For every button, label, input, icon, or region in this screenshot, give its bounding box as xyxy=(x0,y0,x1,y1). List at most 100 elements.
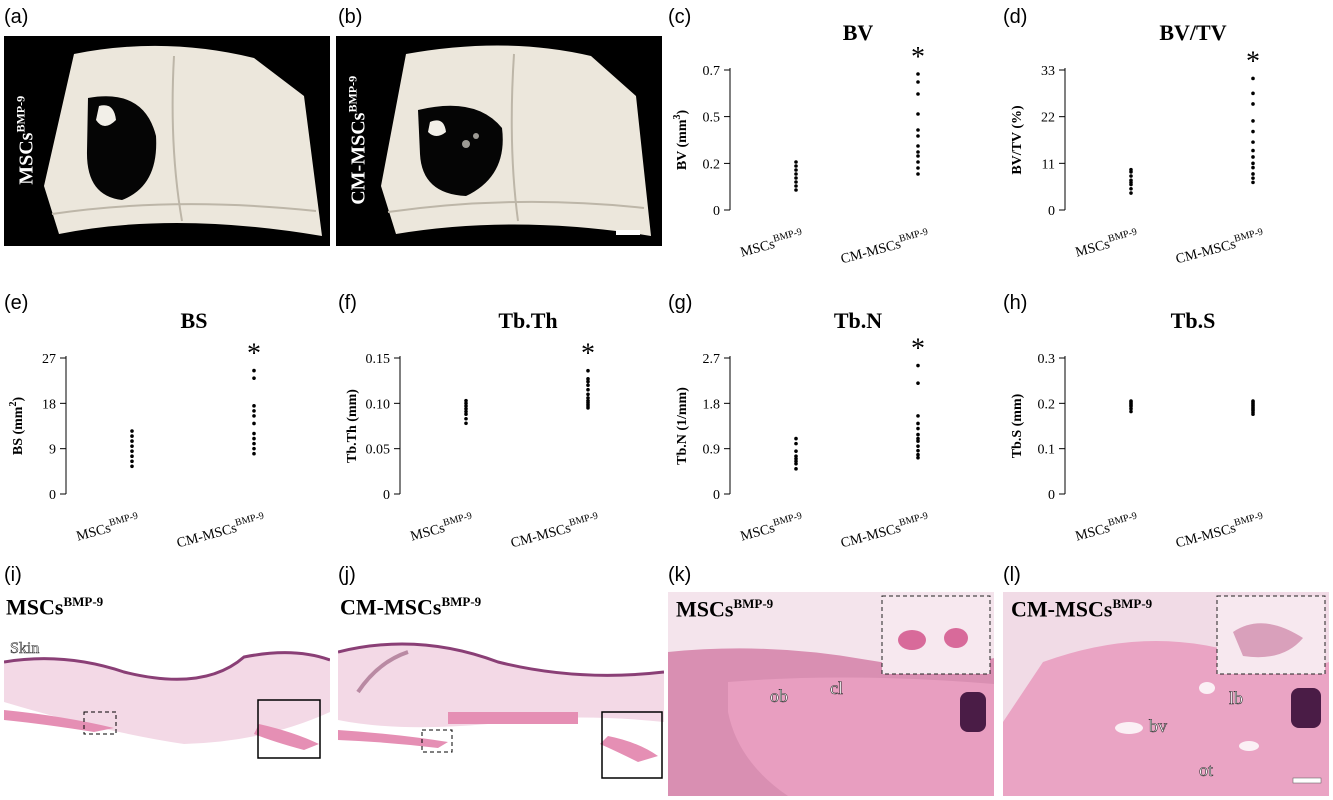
histology-l-title: CM-MSCsBMP-9 xyxy=(1011,596,1153,622)
y-tick-label: 0.05 xyxy=(366,443,391,458)
data-point xyxy=(130,464,134,469)
data-point xyxy=(1251,180,1255,185)
y-tick-label: 11 xyxy=(1042,157,1055,172)
y-tick-label: 18 xyxy=(42,397,56,412)
chart-bv-tv: BV/TV 0 11 22 33 BV/TV (%) MSCsBMP-9 CM-MSCsBMP… xyxy=(1010,20,1264,267)
data-point xyxy=(1129,174,1133,178)
data-point xyxy=(252,404,256,408)
x-category-label: CM-MSCsBMP-9 xyxy=(1174,510,1266,551)
data-point xyxy=(916,381,920,385)
data-point xyxy=(916,92,920,96)
data-point xyxy=(794,454,798,459)
data-point xyxy=(130,439,134,443)
significance-marker: * xyxy=(911,334,925,365)
data-point xyxy=(586,379,590,384)
data-point xyxy=(916,160,920,164)
data-point xyxy=(130,429,134,433)
photo-a-label: MSCsBMP-9 xyxy=(13,95,38,185)
data-point xyxy=(464,416,468,421)
annotation-lb: lb xyxy=(1229,688,1244,709)
y-axis-label: Tb.N (1/mm) xyxy=(675,387,690,465)
data-point xyxy=(1251,76,1255,81)
data-point xyxy=(794,436,798,441)
y-axis-label: BV/TV (%) xyxy=(1010,105,1025,175)
y-axis-label: BV (mm3) xyxy=(672,109,690,170)
data-point xyxy=(464,404,468,408)
x-category-label: CM-MSCsBMP-9 xyxy=(509,510,601,551)
data-point xyxy=(916,72,920,76)
annotation-cl: cl xyxy=(830,678,844,699)
significance-marker: * xyxy=(1246,46,1260,77)
significance-marker: * xyxy=(247,339,261,370)
data-point xyxy=(794,467,798,471)
y-axis-label: Tb.S (mm) xyxy=(1010,393,1025,458)
data-point xyxy=(464,398,468,403)
panel-label-c: (c) xyxy=(668,6,692,28)
data-point xyxy=(586,387,590,392)
data-point xyxy=(1129,178,1133,183)
data-point xyxy=(1129,409,1133,414)
data-point xyxy=(586,398,590,403)
histology-image-l: CM-MSCsBMP-9 lb bv ot xyxy=(1003,592,1329,796)
y-axis-label: Tb.Th (mm) xyxy=(345,389,360,463)
y-tick-label: 0.5 xyxy=(703,111,721,126)
panel-label-f: (f) xyxy=(338,292,357,314)
y-tick-label: 0.2 xyxy=(703,157,721,172)
data-point xyxy=(252,446,256,451)
y-tick-label: 33 xyxy=(1041,64,1055,79)
chart-title: BV/TV xyxy=(1159,20,1226,45)
y-tick-label: 0 xyxy=(1048,204,1055,219)
data-point xyxy=(794,160,798,164)
y-tick-label: 0 xyxy=(49,488,56,503)
x-category-label: MSCsBMP-9 xyxy=(738,226,805,260)
chart-title: Tb.S xyxy=(1171,308,1216,333)
panel-label-b: (b) xyxy=(338,6,363,28)
y-tick-label: 0.3 xyxy=(1038,352,1056,367)
y-tick-label: 0.2 xyxy=(1038,397,1056,412)
data-point xyxy=(252,421,256,426)
annotation-ob: ob xyxy=(770,686,789,707)
data-point xyxy=(252,409,256,413)
data-point xyxy=(252,451,256,456)
data-point xyxy=(464,406,468,411)
data-point xyxy=(916,436,920,441)
data-point xyxy=(1251,140,1255,144)
chart-title: Tb.Th xyxy=(498,308,557,333)
x-category-label: CM-MSCsBMP-9 xyxy=(839,226,931,267)
y-tick-label: 0 xyxy=(713,488,720,503)
data-point xyxy=(794,449,798,453)
data-point xyxy=(1251,399,1255,403)
chart-bs: BS 0 9 18 27 BS (mm2) MSCsBMP-9 CM-MSCsBMP-9 * xyxy=(8,308,265,551)
data-point xyxy=(1129,191,1133,195)
histology-k-title: MSCsBMP-9 xyxy=(676,596,774,622)
significance-marker: * xyxy=(581,339,595,370)
y-tick-label: 0.7 xyxy=(703,64,721,79)
panel-label-e: (e) xyxy=(4,292,29,314)
x-category-label: MSCsBMP-9 xyxy=(74,510,141,544)
data-point xyxy=(252,414,256,418)
data-point xyxy=(464,409,468,414)
y-tick-label: 22 xyxy=(1041,111,1055,126)
data-point xyxy=(794,188,798,192)
data-point xyxy=(794,180,798,184)
data-point xyxy=(916,363,920,368)
y-tick-label: 0 xyxy=(383,488,390,503)
data-point xyxy=(794,456,798,461)
data-point xyxy=(794,184,798,188)
y-tick-label: 0.15 xyxy=(366,352,391,367)
y-tick-label: 0.1 xyxy=(1038,443,1056,458)
x-category-label: MSCsBMP-9 xyxy=(408,510,475,544)
data-point xyxy=(916,452,920,457)
histology-image-k: MSCsBMP-9 ob cl xyxy=(668,592,994,796)
data-point xyxy=(586,383,590,387)
chart-bv: BV 0 0.2 0.5 0.7 BV (mm3) MSCsBMP-9 CM-MSCsBMP-… xyxy=(672,20,931,267)
x-category-label: CM-MSCsBMP-9 xyxy=(839,510,931,551)
data-point xyxy=(916,426,920,431)
annotation-ot: ot xyxy=(1199,760,1214,781)
data-point xyxy=(794,441,798,446)
data-point xyxy=(586,377,590,381)
data-point xyxy=(916,172,920,176)
data-point xyxy=(916,421,920,426)
data-point xyxy=(464,421,468,426)
data-point xyxy=(794,176,798,180)
